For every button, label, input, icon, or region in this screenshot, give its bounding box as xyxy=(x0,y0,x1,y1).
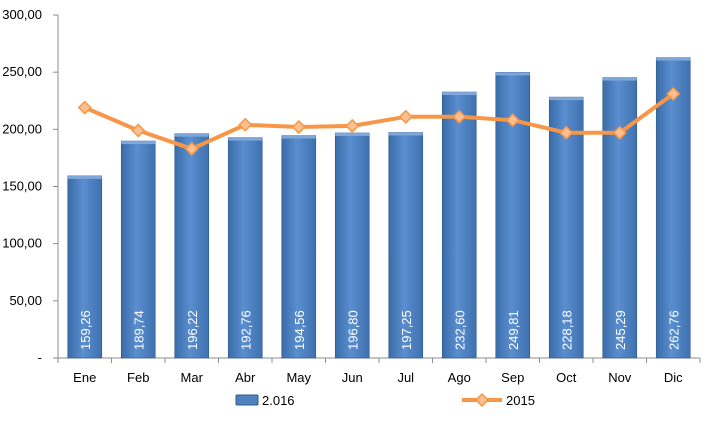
line-point-marker xyxy=(184,141,199,156)
x-tick-label: Nov xyxy=(608,370,632,385)
bar-value-label: 228,18 xyxy=(559,310,574,350)
bar-top-highlight xyxy=(121,141,156,145)
bar-value-label: 196,80 xyxy=(345,310,360,350)
x-tick-label: Mar xyxy=(181,370,204,385)
bar-top-highlight xyxy=(388,132,423,136)
line-point-marker xyxy=(398,109,413,124)
line-point-marker xyxy=(559,125,574,140)
bar-top-highlight xyxy=(281,135,316,139)
axes xyxy=(53,14,701,363)
line-point-marker xyxy=(131,123,146,138)
bar xyxy=(548,96,584,359)
bar xyxy=(67,175,103,359)
bar xyxy=(120,140,156,359)
y-tick-label: 300,00 xyxy=(2,7,42,22)
x-tick-label: Ago xyxy=(448,370,471,385)
bar-value-label: 245,29 xyxy=(613,310,628,350)
bar-value-label: 249,81 xyxy=(506,310,521,350)
bar-value-label: 192,76 xyxy=(238,310,253,350)
legend-label-2016: 2.016 xyxy=(262,393,295,408)
bar-top-highlight xyxy=(174,133,209,137)
line-point-marker xyxy=(666,86,681,101)
bar-series-2016 xyxy=(67,57,691,359)
line-point-marker xyxy=(612,125,627,140)
bar xyxy=(281,135,317,359)
y-tick-label: 200,00 xyxy=(2,121,42,136)
x-tick-label: May xyxy=(286,370,311,385)
x-tick-label: Jun xyxy=(342,370,363,385)
bar-value-label: 189,74 xyxy=(131,310,146,350)
bar xyxy=(655,57,691,359)
bar xyxy=(174,133,210,359)
x-tick-label: Abr xyxy=(235,370,256,385)
bar-top-highlight xyxy=(67,175,102,179)
legend-bar-swatch xyxy=(235,394,259,406)
bar-top-highlight xyxy=(495,72,530,76)
legend-diamond-marker xyxy=(474,392,490,408)
bar-value-label: 197,25 xyxy=(399,310,414,350)
bar xyxy=(388,132,424,359)
bar-top-highlight xyxy=(549,97,584,101)
bar xyxy=(334,132,370,359)
y-tick-label: - xyxy=(38,350,42,365)
y-tick-label: 50,00 xyxy=(9,293,42,308)
bar-top-highlight xyxy=(335,132,370,136)
y-tick-label: 250,00 xyxy=(2,64,42,79)
y-tick-label: 150,00 xyxy=(2,179,42,194)
line-point-marker xyxy=(291,119,306,135)
x-tick-label: Dic xyxy=(664,370,683,385)
x-tick-label: Oct xyxy=(556,370,577,385)
bar-value-labels: 159,26 189,74 196,22 192,76 194,56 196,80 197,… xyxy=(78,310,682,350)
x-tick-label: Feb xyxy=(127,370,149,385)
x-tick-label: Sep xyxy=(501,370,524,385)
bar-top-highlight xyxy=(228,137,263,141)
bar-value-label: 262,76 xyxy=(666,310,681,350)
bar-value-label: 232,60 xyxy=(452,310,467,350)
line-series-2015 xyxy=(77,86,681,156)
y-axis-tick-labels: - 50,00 100,00 150,00 200,00 250,00 300,00 xyxy=(2,7,42,365)
bar-value-label: 194,56 xyxy=(292,310,307,350)
bar-top-highlight xyxy=(656,57,691,61)
bar-value-label: 159,26 xyxy=(78,310,93,350)
line-point-marker xyxy=(238,117,253,132)
line-path xyxy=(82,91,676,151)
x-axis-tick-labels: Ene Feb Mar Abr May Jun Jul Ago Sep Oct Nov Dic xyxy=(73,370,683,385)
line-point-marker xyxy=(345,118,360,133)
legend-item-2016: 2.016 xyxy=(235,393,295,408)
bar-top-highlight xyxy=(602,77,637,81)
line-point-marker xyxy=(505,113,520,128)
x-tick-label: Jul xyxy=(397,370,414,385)
legend: 2.016 2015 xyxy=(235,392,535,408)
legend-item-2015: 2015 xyxy=(462,392,535,408)
y-tick-label: 100,00 xyxy=(2,236,42,251)
line-point-marker xyxy=(452,109,467,124)
legend-label-2015: 2015 xyxy=(506,393,535,408)
x-tick-label: Ene xyxy=(73,370,96,385)
line-point-marker xyxy=(77,100,92,115)
bar-top-highlight xyxy=(442,92,477,96)
bar-value-label: 196,22 xyxy=(185,310,200,350)
